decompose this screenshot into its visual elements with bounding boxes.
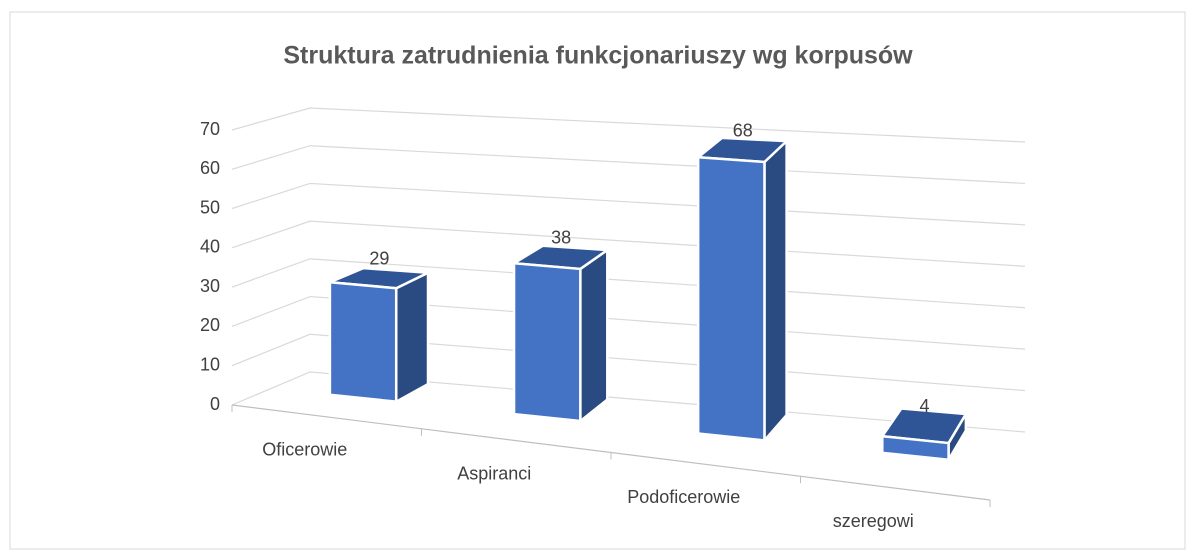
chart-title: Struktura zatrudnienia funkcjonariuszy w… bbox=[283, 42, 913, 70]
data-label: 29 bbox=[369, 249, 389, 269]
x-tick-label: Aspiranci bbox=[457, 463, 531, 483]
data-label: 38 bbox=[551, 228, 571, 248]
y-tick-label: 60 bbox=[200, 158, 220, 178]
bar-front bbox=[328, 280, 398, 403]
bar bbox=[328, 266, 430, 403]
data-label: 68 bbox=[733, 120, 753, 140]
bar-side bbox=[579, 248, 609, 423]
bar-front bbox=[696, 156, 766, 442]
bar-side bbox=[763, 139, 788, 442]
data-label: 4 bbox=[920, 396, 930, 416]
bar-front bbox=[512, 261, 582, 423]
bar bbox=[512, 244, 609, 423]
bar-front bbox=[881, 434, 950, 462]
y-tick-label: 70 bbox=[200, 119, 220, 139]
bar-side bbox=[394, 271, 430, 403]
bar bbox=[696, 136, 788, 442]
x-tick-label: Podoficerowie bbox=[627, 487, 740, 507]
y-tick-label: 50 bbox=[200, 197, 220, 217]
y-tick-label: 20 bbox=[200, 315, 220, 335]
y-tick-label: 40 bbox=[200, 237, 220, 257]
x-tick-label: szeregowi bbox=[833, 511, 914, 531]
y-tick-label: 10 bbox=[200, 354, 220, 374]
y-tick-label: 0 bbox=[210, 394, 220, 414]
bar bbox=[881, 407, 968, 462]
x-tick-label: Oficerowie bbox=[262, 440, 347, 460]
y-tick-label: 30 bbox=[200, 276, 220, 296]
grid-line bbox=[231, 107, 1026, 143]
